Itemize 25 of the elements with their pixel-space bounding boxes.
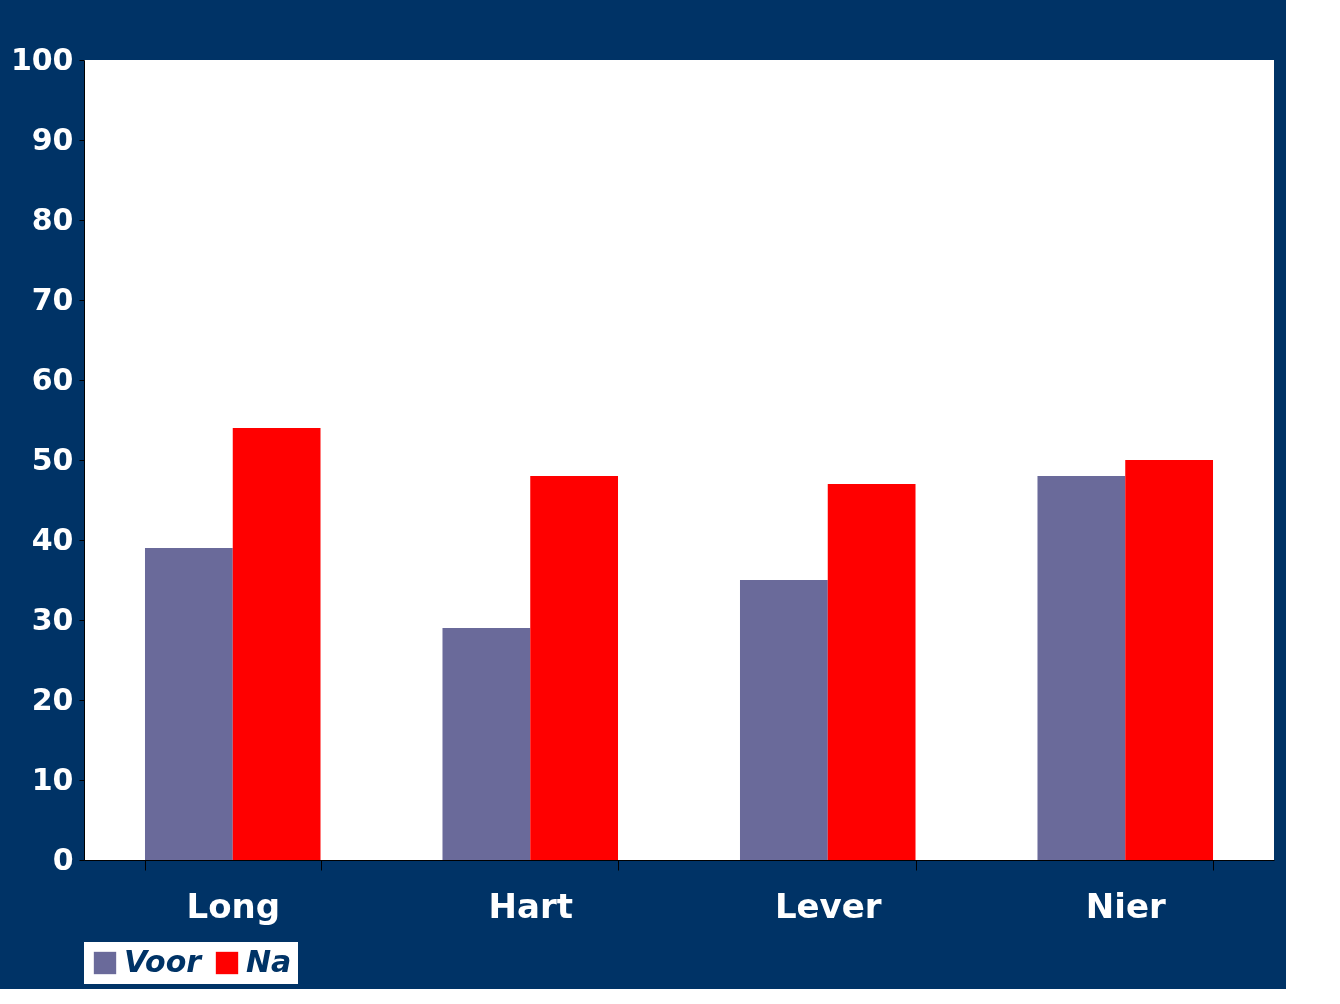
x-tick-label: Long	[186, 885, 281, 926]
y-tick-label: 60	[31, 361, 74, 397]
legend-label: Na	[246, 944, 292, 979]
bar	[232, 428, 321, 860]
x-tick-label: Lever	[774, 885, 882, 926]
y-tick-label: 30	[31, 601, 74, 637]
y-tick-label: 40	[31, 521, 74, 557]
bar	[442, 628, 531, 860]
y-tick-label: 100	[10, 41, 74, 77]
x-tick-label: Hart	[488, 885, 573, 926]
y-tick-label: 20	[31, 681, 74, 717]
bar	[739, 580, 828, 860]
y-tick-label: 70	[31, 281, 74, 317]
y-tick-label: 10	[31, 761, 74, 797]
y-tick-label: 50	[31, 441, 74, 477]
y-tick-label: 0	[52, 841, 74, 877]
bar	[1125, 460, 1214, 860]
bar	[1037, 476, 1126, 860]
bar	[827, 484, 916, 860]
y-tick-label: 90	[31, 121, 74, 157]
bar	[530, 476, 619, 860]
y-tick-label: 80	[31, 201, 74, 237]
bar	[144, 548, 233, 860]
x-tick-label: Nier	[1085, 885, 1166, 926]
legend-label: Voor	[124, 944, 204, 979]
